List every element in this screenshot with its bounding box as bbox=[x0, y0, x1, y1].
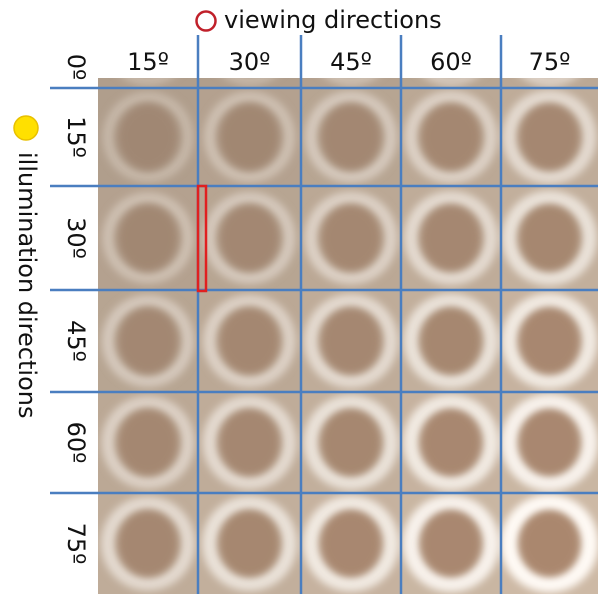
row-label: 30º bbox=[62, 217, 90, 259]
cell-spot bbox=[118, 104, 178, 170]
cell-spot bbox=[520, 205, 580, 271]
row-label: 45º bbox=[62, 320, 90, 362]
cell-spot bbox=[520, 410, 580, 476]
cell-spot bbox=[520, 511, 580, 577]
cell-spot bbox=[220, 308, 280, 374]
cell-spot bbox=[220, 205, 280, 271]
cell-spot bbox=[421, 410, 481, 476]
cell-spot bbox=[220, 104, 280, 170]
cell-spot bbox=[220, 511, 280, 577]
row-label: 60º bbox=[62, 422, 90, 464]
illumination-legend: illumination directions bbox=[13, 152, 41, 418]
cell-spot bbox=[118, 410, 178, 476]
column-label: 60º bbox=[430, 48, 472, 76]
column-label: 75º bbox=[529, 48, 571, 76]
cell-spot bbox=[421, 308, 481, 374]
viewing-marker bbox=[197, 12, 216, 31]
illumination-marker bbox=[14, 116, 38, 140]
cell-spot bbox=[321, 104, 381, 170]
cell-spot bbox=[520, 308, 580, 374]
cell-spot bbox=[321, 410, 381, 476]
row-label: 15º bbox=[62, 116, 90, 158]
figure: viewing directions illumination directio… bbox=[0, 0, 598, 594]
cell-spot bbox=[421, 104, 481, 170]
cell-spot bbox=[321, 205, 381, 271]
cell-spot bbox=[520, 104, 580, 170]
cell-spot bbox=[118, 205, 178, 271]
viewing-legend: viewing directions bbox=[224, 6, 442, 34]
cell-spot bbox=[118, 308, 178, 374]
cell-spot bbox=[220, 410, 280, 476]
column-label: 15º bbox=[127, 48, 169, 76]
cell-spot bbox=[421, 205, 481, 271]
column-label: 30º bbox=[229, 48, 271, 76]
row-label: 75º bbox=[62, 523, 90, 565]
cell-spot bbox=[421, 511, 481, 577]
cell-spot bbox=[321, 511, 381, 577]
cell-spot bbox=[118, 511, 178, 577]
corner-label: 0º bbox=[62, 54, 90, 81]
cell-spot bbox=[321, 308, 381, 374]
column-label: 45º bbox=[330, 48, 372, 76]
